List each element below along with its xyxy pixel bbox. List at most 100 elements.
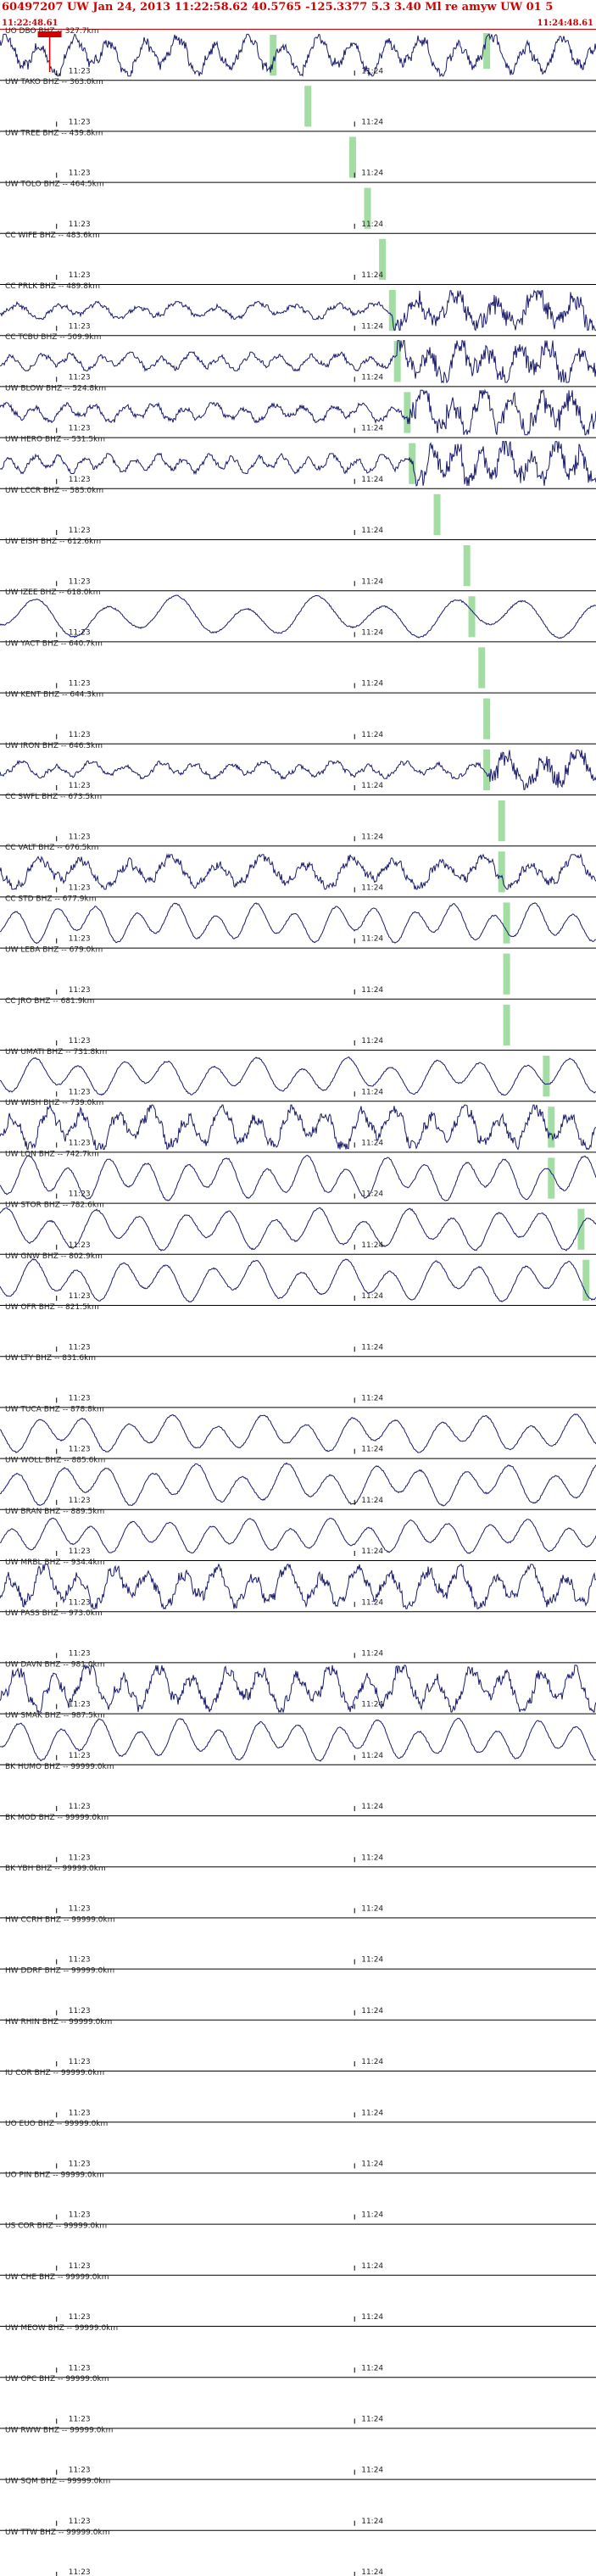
station-label: UW LON BHZ -- 742.7km xyxy=(5,1150,99,1158)
station-label: UW YACT BHZ -- 640.7km xyxy=(5,639,103,648)
time-label: 11:23 xyxy=(69,2007,91,2016)
time-label: 11:24 xyxy=(361,1088,383,1096)
time-label: 11:24 xyxy=(361,1140,383,1148)
time-label: 11:23 xyxy=(69,1701,91,1709)
station-label: UW EISH BHZ -- 612.6km xyxy=(5,538,101,546)
time-label: 11:23 xyxy=(69,527,91,535)
station-label: CC JRO BHZ -- 681.9km xyxy=(5,997,94,1006)
seismogram-trace xyxy=(0,1207,596,1252)
time-label: 11:23 xyxy=(69,1241,91,1250)
station-label: BK HUMO BHZ -- 99999.0km xyxy=(5,1763,114,1771)
time-label: 11:23 xyxy=(69,2109,91,2117)
pick-marker xyxy=(364,187,371,229)
station-label: UW WOLL BHZ -- 885.6km xyxy=(5,1457,105,1465)
time-label: 11:24 xyxy=(361,220,383,229)
pick-marker xyxy=(379,238,387,280)
time-label: 11:24 xyxy=(361,2364,383,2372)
station-label: UW LCCR BHZ -- 585.0km xyxy=(5,487,103,495)
station-label: IU COR BHZ -- 99999.0km xyxy=(5,2069,104,2077)
seismogram-trace xyxy=(0,339,596,384)
station-label: UW OFR BHZ -- 821.5km xyxy=(5,1303,99,1312)
station-label: UW CHE BHZ -- 99999.0km xyxy=(5,2273,109,2282)
time-label: 11:23 xyxy=(69,680,91,689)
station-label: HW DDRF BHZ -- 99999.0km xyxy=(5,1967,114,1976)
pick-marker xyxy=(468,596,476,638)
time-label: 11:23 xyxy=(69,1905,91,1914)
pick-marker xyxy=(433,493,441,535)
station-label: UW HERO BHZ -- 531.5km xyxy=(5,436,105,444)
time-label: 11:23 xyxy=(69,322,91,331)
time-label: 11:23 xyxy=(69,2211,91,2220)
time-label: 11:23 xyxy=(69,2568,91,2576)
end-time: 11:24:48.61 xyxy=(537,19,593,28)
seismogram-trace xyxy=(0,1155,596,1202)
station-label: UW TOLO BHZ -- 464.5km xyxy=(5,181,104,189)
station-label: CC SWFL BHZ -- 673.5km xyxy=(5,793,102,801)
time-label: 11:24 xyxy=(361,629,383,638)
pick-marker xyxy=(503,1004,510,1045)
station-label: UW MRBL BHZ -- 934.4km xyxy=(5,1558,104,1567)
station-label: UW KENT BHZ -- 644.3km xyxy=(5,691,103,700)
pick-marker xyxy=(548,1107,555,1148)
time-label: 11:24 xyxy=(361,2007,383,2016)
time-label: 11:23 xyxy=(69,2161,91,2169)
time-label: 11:24 xyxy=(361,1905,383,1914)
time-label: 11:23 xyxy=(69,2364,91,2372)
station-label: UW PASS BHZ -- 973.0km xyxy=(5,1609,103,1618)
time-label: 11:23 xyxy=(69,2262,91,2271)
seismogram-trace xyxy=(0,289,596,332)
pick-marker xyxy=(478,647,486,689)
seismogram-trace xyxy=(0,852,596,890)
station-label: UW SMAK BHZ -- 987.5km xyxy=(5,1712,105,1720)
station-label: UO EUO BHZ -- 99999.0km xyxy=(5,2120,108,2128)
station-label: UW RWW BHZ -- 99999.0km xyxy=(5,2426,113,2434)
time-label: 11:24 xyxy=(361,1037,383,1045)
pick-marker xyxy=(404,392,411,433)
station-label: UW OPC BHZ -- 99999.0km xyxy=(5,2375,109,2384)
time-label: 11:24 xyxy=(361,1803,383,1811)
header: 60497207 UW Jan 24, 2013 11:22:58.62 40.… xyxy=(0,0,596,34)
time-label: 11:23 xyxy=(69,220,91,229)
time-label: 11:23 xyxy=(69,2467,91,2475)
time-label: 11:24 xyxy=(361,2211,383,2220)
seismogram-trace xyxy=(0,1717,596,1762)
time-label: 11:24 xyxy=(361,2313,383,2322)
pick-marker xyxy=(348,137,356,178)
time-label: 11:23 xyxy=(69,1854,91,1862)
pick-marker xyxy=(463,545,471,587)
seismogram-trace xyxy=(0,1103,596,1151)
pick-marker xyxy=(483,698,491,739)
time-label: 11:24 xyxy=(361,935,383,944)
pick-marker xyxy=(498,851,505,893)
time-label: 11:24 xyxy=(361,271,383,280)
station-label: BK MOD BHZ -- 99999.0km xyxy=(5,1814,109,1822)
station-label: UW TREE BHZ -- 439.8km xyxy=(5,129,103,137)
time-label: 11:24 xyxy=(361,119,383,127)
time-label: 11:24 xyxy=(361,986,383,995)
station-label: CC VALT BHZ -- 676.5km xyxy=(5,844,98,852)
time-label: 11:23 xyxy=(69,1752,91,1760)
station-label: UW BRAN BHZ -- 889.5km xyxy=(5,1508,104,1516)
time-label: 11:24 xyxy=(361,2416,383,2424)
time-label: 11:23 xyxy=(69,476,91,484)
header-rule xyxy=(0,29,596,30)
time-label: 11:23 xyxy=(69,1395,91,1403)
time-label: 11:23 xyxy=(69,1956,91,1965)
time-label: 11:23 xyxy=(69,374,91,382)
time-label: 11:23 xyxy=(69,1598,91,1607)
time-label: 11:23 xyxy=(69,1803,91,1811)
seismogram-trace xyxy=(0,1413,596,1453)
station-label: US COR BHZ -- 99999.0km xyxy=(5,2222,107,2231)
time-label: 11:23 xyxy=(69,1292,91,1301)
time-label: 11:24 xyxy=(361,1292,383,1301)
pick-marker xyxy=(388,290,396,332)
time-label: 11:23 xyxy=(69,833,91,841)
time-label: 11:23 xyxy=(69,2313,91,2322)
time-label: 11:23 xyxy=(69,986,91,995)
pick-marker xyxy=(582,1259,590,1301)
time-label: 11:24 xyxy=(361,170,383,178)
time-label: 11:23 xyxy=(69,271,91,280)
station-label: CC WIFE BHZ -- 483.6km xyxy=(5,231,100,240)
time-label: 11:23 xyxy=(69,1547,91,1556)
